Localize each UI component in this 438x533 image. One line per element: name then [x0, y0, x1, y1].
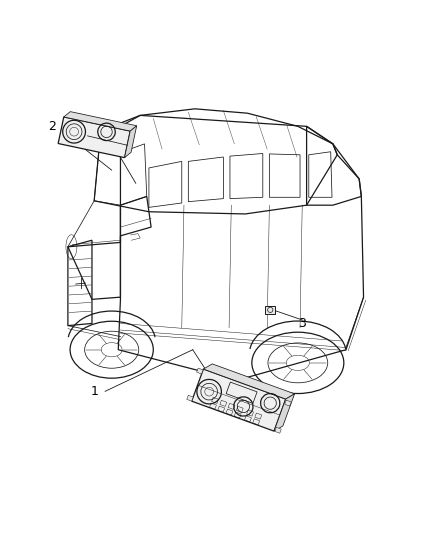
Text: 3: 3	[298, 317, 306, 330]
Polygon shape	[64, 111, 137, 131]
Bar	[265, 306, 275, 314]
Bar	[253, 419, 260, 425]
Bar	[244, 416, 251, 422]
Bar	[218, 406, 225, 412]
Bar	[197, 368, 203, 374]
Bar	[209, 403, 216, 409]
Text: 2: 2	[48, 120, 56, 133]
Bar	[220, 400, 227, 406]
Bar	[228, 403, 235, 409]
Bar	[226, 409, 233, 415]
Bar	[226, 382, 257, 403]
Bar	[187, 395, 193, 401]
Text: 1: 1	[90, 385, 98, 398]
Bar	[212, 397, 219, 403]
Bar	[247, 410, 254, 416]
FancyBboxPatch shape	[192, 369, 286, 431]
Bar	[237, 406, 243, 413]
Bar	[275, 427, 281, 433]
Bar	[255, 413, 262, 419]
Polygon shape	[203, 364, 295, 399]
FancyBboxPatch shape	[58, 117, 130, 158]
Bar	[285, 400, 291, 406]
Polygon shape	[274, 394, 295, 431]
Polygon shape	[124, 126, 137, 158]
Bar	[234, 412, 241, 418]
